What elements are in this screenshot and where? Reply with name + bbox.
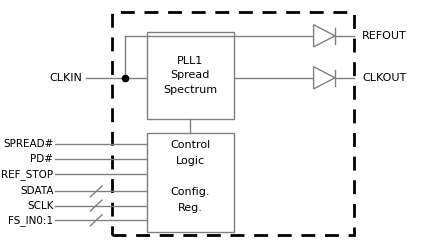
Text: REF_STOP: REF_STOP	[1, 169, 54, 180]
Text: REFOUT: REFOUT	[362, 31, 407, 41]
Text: SPREAD#: SPREAD#	[3, 140, 54, 149]
Bar	[146, 32, 234, 119]
Text: SDATA: SDATA	[20, 186, 54, 196]
Text: CLKIN: CLKIN	[50, 73, 83, 83]
Text: SCLK: SCLK	[27, 201, 54, 210]
Bar	[146, 133, 234, 232]
Text: FS_IN0:1: FS_IN0:1	[8, 215, 54, 226]
Text: Control
Logic

Config.
Reg.: Control Logic Config. Reg.	[170, 140, 210, 213]
Text: PLL1
Spread
Spectrum: PLL1 Spread Spectrum	[163, 56, 217, 95]
Text: CLKOUT: CLKOUT	[362, 73, 407, 83]
Text: PD#: PD#	[31, 154, 54, 164]
Polygon shape	[314, 25, 335, 47]
Polygon shape	[314, 67, 335, 89]
